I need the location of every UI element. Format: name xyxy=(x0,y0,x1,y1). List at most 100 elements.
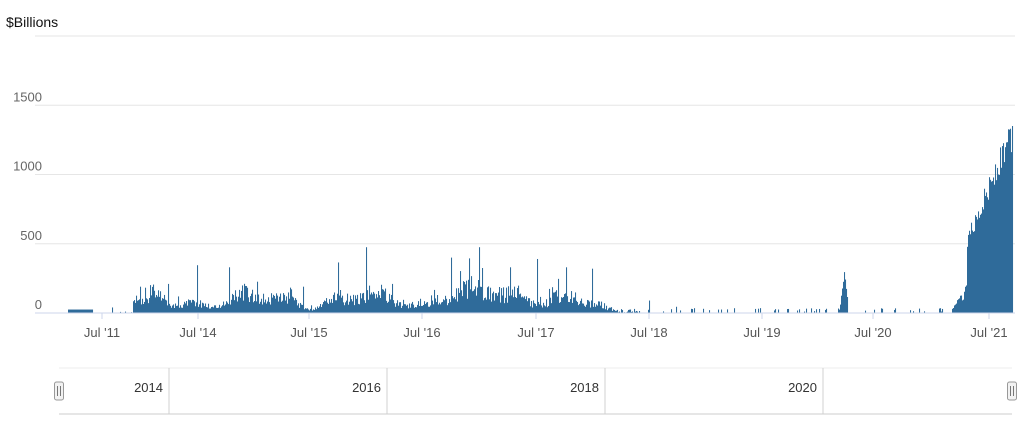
data-bar xyxy=(181,308,182,313)
data-bar xyxy=(578,305,579,313)
x-tick-label: Jul '20 xyxy=(854,325,891,340)
data-bar xyxy=(389,294,390,313)
data-bar xyxy=(392,284,393,313)
data-bar xyxy=(501,288,502,313)
data-bar xyxy=(564,294,565,313)
data-bar xyxy=(289,299,290,313)
data-bar xyxy=(208,304,209,313)
data-bar xyxy=(778,310,779,313)
data-bar xyxy=(569,302,570,313)
data-bar xyxy=(243,301,244,313)
data-bar xyxy=(451,258,452,313)
data-bar xyxy=(379,295,380,313)
data-bar xyxy=(479,247,480,313)
data-bar xyxy=(435,298,436,313)
data-bar xyxy=(170,306,171,313)
data-bar xyxy=(358,304,359,313)
data-bar xyxy=(613,309,614,313)
data-bar xyxy=(353,295,354,313)
data-bar xyxy=(235,290,236,313)
x-tick-label: Jul '15 xyxy=(290,325,327,340)
data-bar xyxy=(74,310,75,313)
data-bar xyxy=(500,303,501,313)
data-bar xyxy=(305,308,306,313)
data-bar xyxy=(272,298,273,313)
data-bar xyxy=(321,307,322,313)
data-bar xyxy=(1007,142,1008,313)
data-bar xyxy=(144,302,145,313)
data-bar xyxy=(75,310,76,313)
navigator-left-handle-box[interactable] xyxy=(55,382,64,400)
data-bar xyxy=(842,288,843,313)
data-bar xyxy=(174,308,175,313)
data-bar xyxy=(788,309,789,313)
data-bar xyxy=(1011,152,1012,313)
data-bar xyxy=(515,297,516,313)
data-bar xyxy=(982,207,983,313)
data-bar xyxy=(161,301,162,313)
data-bar xyxy=(981,214,982,313)
data-bar xyxy=(556,290,557,313)
data-bar xyxy=(386,301,387,313)
data-bar xyxy=(979,218,980,313)
data-bar xyxy=(966,285,967,313)
data-bar xyxy=(173,304,174,313)
data-bar xyxy=(380,298,381,313)
data-bar xyxy=(526,296,527,313)
data-bar xyxy=(363,293,364,313)
data-bar xyxy=(458,288,459,313)
data-bar xyxy=(191,303,192,313)
data-bar xyxy=(377,297,378,313)
data-bar xyxy=(1005,147,1006,313)
data-bar xyxy=(482,268,483,313)
data-bar xyxy=(322,304,323,313)
data-bar xyxy=(365,303,366,313)
data-bar xyxy=(247,288,248,313)
data-bar xyxy=(197,265,198,313)
data-bar xyxy=(841,296,842,313)
data-bar xyxy=(185,303,186,313)
data-bar xyxy=(557,297,558,313)
data-bar xyxy=(590,308,591,313)
data-bar xyxy=(347,294,348,313)
data-bar xyxy=(984,189,985,313)
data-bar xyxy=(300,303,301,313)
data-bar xyxy=(390,299,391,313)
data-bar xyxy=(252,290,253,313)
data-bar xyxy=(89,310,90,313)
data-bar xyxy=(586,305,587,313)
data-bar xyxy=(959,298,960,313)
data-bar xyxy=(416,307,417,313)
data-bar xyxy=(196,302,197,313)
data-bar xyxy=(184,302,185,313)
data-bar xyxy=(694,308,695,313)
navigator-right-handle[interactable] xyxy=(1008,382,1017,400)
navigator-right-handle-box[interactable] xyxy=(1008,382,1017,400)
data-bar xyxy=(357,295,358,313)
data-bar xyxy=(398,306,399,313)
data-bar xyxy=(274,296,275,313)
navigator-left-handle[interactable] xyxy=(55,382,64,400)
data-bar xyxy=(255,295,256,313)
data-bar xyxy=(351,299,352,313)
data-bar xyxy=(983,209,984,313)
data-bar xyxy=(1004,162,1005,313)
data-bar xyxy=(576,301,577,313)
data-bar xyxy=(588,300,589,313)
data-bar xyxy=(319,306,320,313)
data-bar xyxy=(554,292,555,313)
data-bar xyxy=(236,297,237,313)
data-bar xyxy=(517,288,518,313)
data-bar xyxy=(333,295,334,313)
data-bar xyxy=(956,304,957,313)
data-bar xyxy=(158,290,159,313)
data-bar xyxy=(311,305,312,313)
x-tick-label: Jul '21 xyxy=(970,325,1007,340)
data-bar xyxy=(453,298,454,313)
data-bar xyxy=(596,304,597,313)
data-bar xyxy=(727,309,728,313)
data-bar xyxy=(370,294,371,313)
